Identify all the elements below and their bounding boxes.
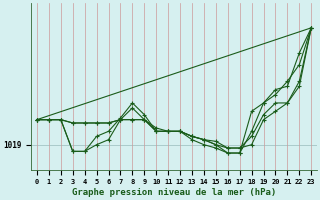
- X-axis label: Graphe pression niveau de la mer (hPa): Graphe pression niveau de la mer (hPa): [72, 188, 276, 197]
